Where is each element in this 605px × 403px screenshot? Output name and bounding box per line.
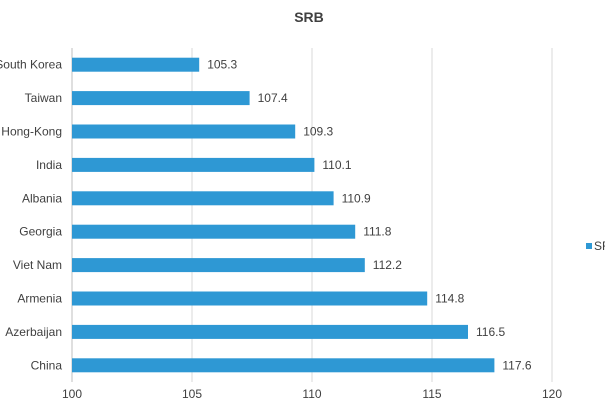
data-label: 110.1: [322, 158, 351, 172]
bar: [72, 124, 296, 139]
data-label: 110.9: [342, 191, 371, 205]
category-label: Taiwan: [25, 91, 62, 105]
category-label: Georgia: [19, 225, 62, 239]
data-label: 117.6: [502, 358, 531, 372]
bar: [72, 191, 334, 206]
category-label: India: [36, 158, 62, 172]
category-label: Azerbaijan: [5, 325, 62, 339]
data-label: 109.3: [303, 125, 333, 139]
legend: SRB: [586, 239, 605, 253]
category-label: Albania: [22, 191, 62, 205]
category-label: Hong-Kong: [1, 125, 62, 139]
data-label: 116.5: [476, 325, 505, 339]
data-label: 112.2: [373, 258, 402, 272]
bar: [72, 291, 428, 306]
bar: [72, 358, 495, 373]
bar: [72, 224, 356, 239]
category-label: China: [31, 358, 63, 372]
x-tick-label: 120: [542, 387, 562, 401]
x-tick-label: 110: [302, 387, 321, 401]
bars: [72, 57, 495, 373]
category-label: South Korea: [0, 58, 62, 72]
legend-label-srb: SRB: [594, 239, 605, 253]
bar: [72, 258, 365, 273]
bar: [72, 157, 315, 172]
data-label: 105.3: [207, 58, 237, 72]
bar: [72, 91, 250, 106]
category-labels: South Korea Taiwan Hong-Kong India Albania Ge…: [0, 58, 62, 373]
chart-title: SRB: [294, 9, 324, 25]
data-labels: 105.3 107.4 109.3 110.1 110.9 111.8 112.2 114.8…: [207, 58, 532, 373]
legend-swatch-srb: [586, 243, 592, 249]
x-tick-labels: 100 105 110 115 120: [62, 387, 562, 401]
x-tick-label: 115: [422, 387, 441, 401]
data-label: 111.8: [363, 225, 392, 239]
category-label: Armenia: [17, 292, 62, 306]
data-label: 114.8: [435, 292, 464, 306]
x-tick-label: 105: [182, 387, 202, 401]
bar: [72, 57, 200, 72]
x-tick-label: 100: [62, 387, 82, 401]
bar: [72, 324, 468, 339]
category-label: Viet Nam: [13, 258, 62, 272]
data-label: 107.4: [258, 91, 288, 105]
